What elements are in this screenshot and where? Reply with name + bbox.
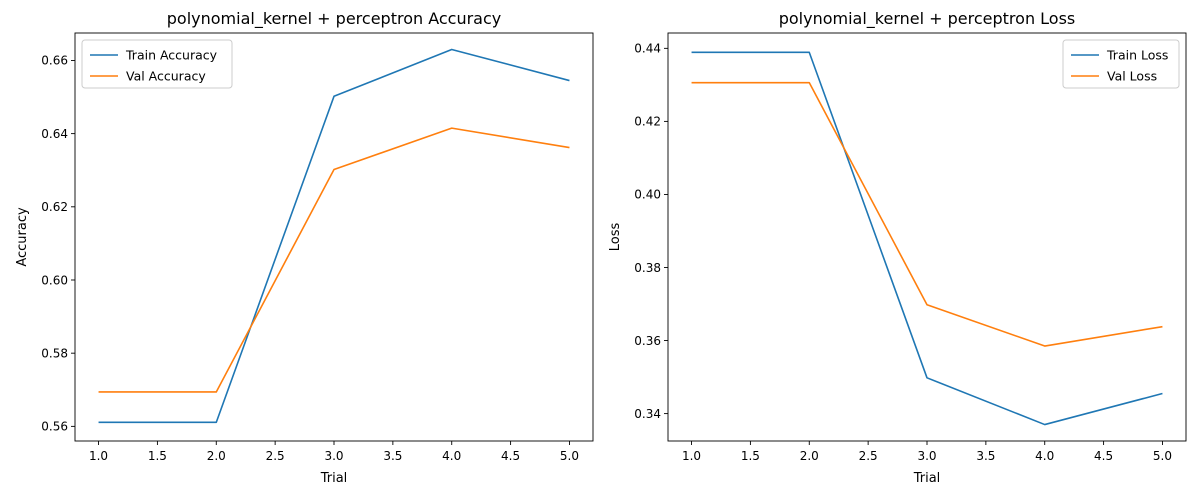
legend-entry: Train Loss <box>1106 48 1168 63</box>
plot-frame <box>667 32 1187 442</box>
y-tick-label: 0.40 <box>634 188 661 202</box>
y-tick-label: 0.60 <box>41 273 68 287</box>
x-tick-label: 3.0 <box>324 449 343 463</box>
y-tick-label: 0.44 <box>634 42 661 56</box>
x-tick-label: 3.5 <box>383 449 402 463</box>
x-tick-label: 2.5 <box>266 449 285 463</box>
y-tick-label: 0.58 <box>41 346 68 360</box>
y-tick-label: 0.62 <box>41 200 68 214</box>
y-tick-label: 0.66 <box>41 54 68 68</box>
x-axis-label: Trial <box>320 471 348 486</box>
x-axis-label: Trial <box>913 471 941 486</box>
y-tick-label: 0.34 <box>634 407 661 421</box>
chart-accuracy: polynomial_kernel + perceptron Accuracy 1… <box>15 9 594 486</box>
y-tick-label: 0.36 <box>634 334 661 348</box>
legend-entry: Val Loss <box>1107 69 1157 84</box>
legend-entry: Val Accuracy <box>126 69 206 84</box>
x-tick-label: 1.5 <box>741 449 760 463</box>
y-tick-label: 0.56 <box>41 420 68 434</box>
x-tick-label: 1.0 <box>682 449 701 463</box>
x-tick-label: 2.5 <box>859 449 878 463</box>
x-tick-label: 5.0 <box>560 449 579 463</box>
legend-box <box>81 39 233 89</box>
plot-frame <box>74 32 594 442</box>
chart-title: polynomial_kernel + perceptron Loss <box>779 9 1076 29</box>
x-tick-label: 4.0 <box>442 449 461 463</box>
series-line-train-loss <box>691 51 1163 426</box>
x-tick-label: 3.5 <box>976 449 995 463</box>
x-tick-label: 5.0 <box>1153 449 1172 463</box>
y-tick-label: 0.38 <box>634 261 661 275</box>
x-tick-label: 2.0 <box>800 449 819 463</box>
x-tick-label: 1.5 <box>148 449 167 463</box>
x-tick-label: 4.5 <box>1094 449 1113 463</box>
chart-loss: polynomial_kernel + perceptron Loss 1.0 1.… <box>608 9 1187 486</box>
legend-entry: Train Accuracy <box>125 48 218 63</box>
y-tick-label: 0.64 <box>41 127 68 141</box>
series-line-val-accuracy <box>98 127 570 393</box>
legend: Train Accuracy Val Accuracy <box>81 39 233 89</box>
y-axis-label: Accuracy <box>15 207 30 267</box>
x-tick-label: 4.0 <box>1035 449 1054 463</box>
x-tick-label: 1.0 <box>89 449 108 463</box>
x-tick-label: 3.0 <box>917 449 936 463</box>
legend: Train Loss Val Loss <box>1062 39 1180 89</box>
series-line-train-accuracy <box>98 48 570 424</box>
y-axis-label: Loss <box>608 223 623 252</box>
x-tick-label: 4.5 <box>501 449 520 463</box>
x-tick-label: 2.0 <box>207 449 226 463</box>
y-tick-label: 0.42 <box>634 115 661 129</box>
chart-title: polynomial_kernel + perceptron Accuracy <box>167 9 502 29</box>
series-line-val-loss <box>691 81 1163 347</box>
